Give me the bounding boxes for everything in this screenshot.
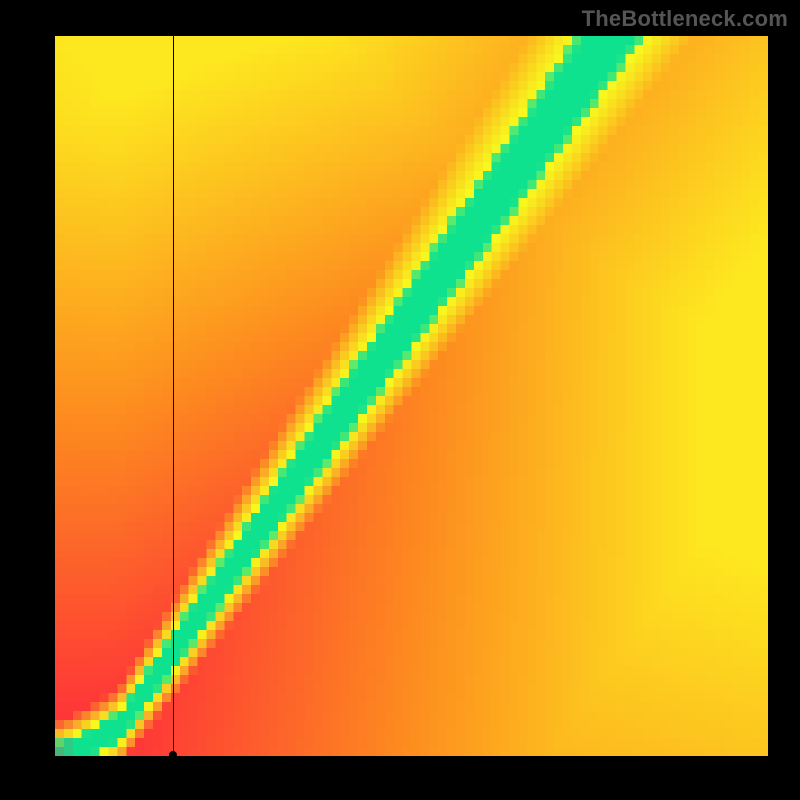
watermark-text: TheBottleneck.com: [582, 6, 788, 32]
chart-container: TheBottleneck.com: [0, 0, 800, 800]
bottleneck-heatmap: [55, 36, 768, 756]
crosshair-marker-dot: [169, 751, 177, 759]
crosshair-vertical-line: [173, 36, 174, 756]
